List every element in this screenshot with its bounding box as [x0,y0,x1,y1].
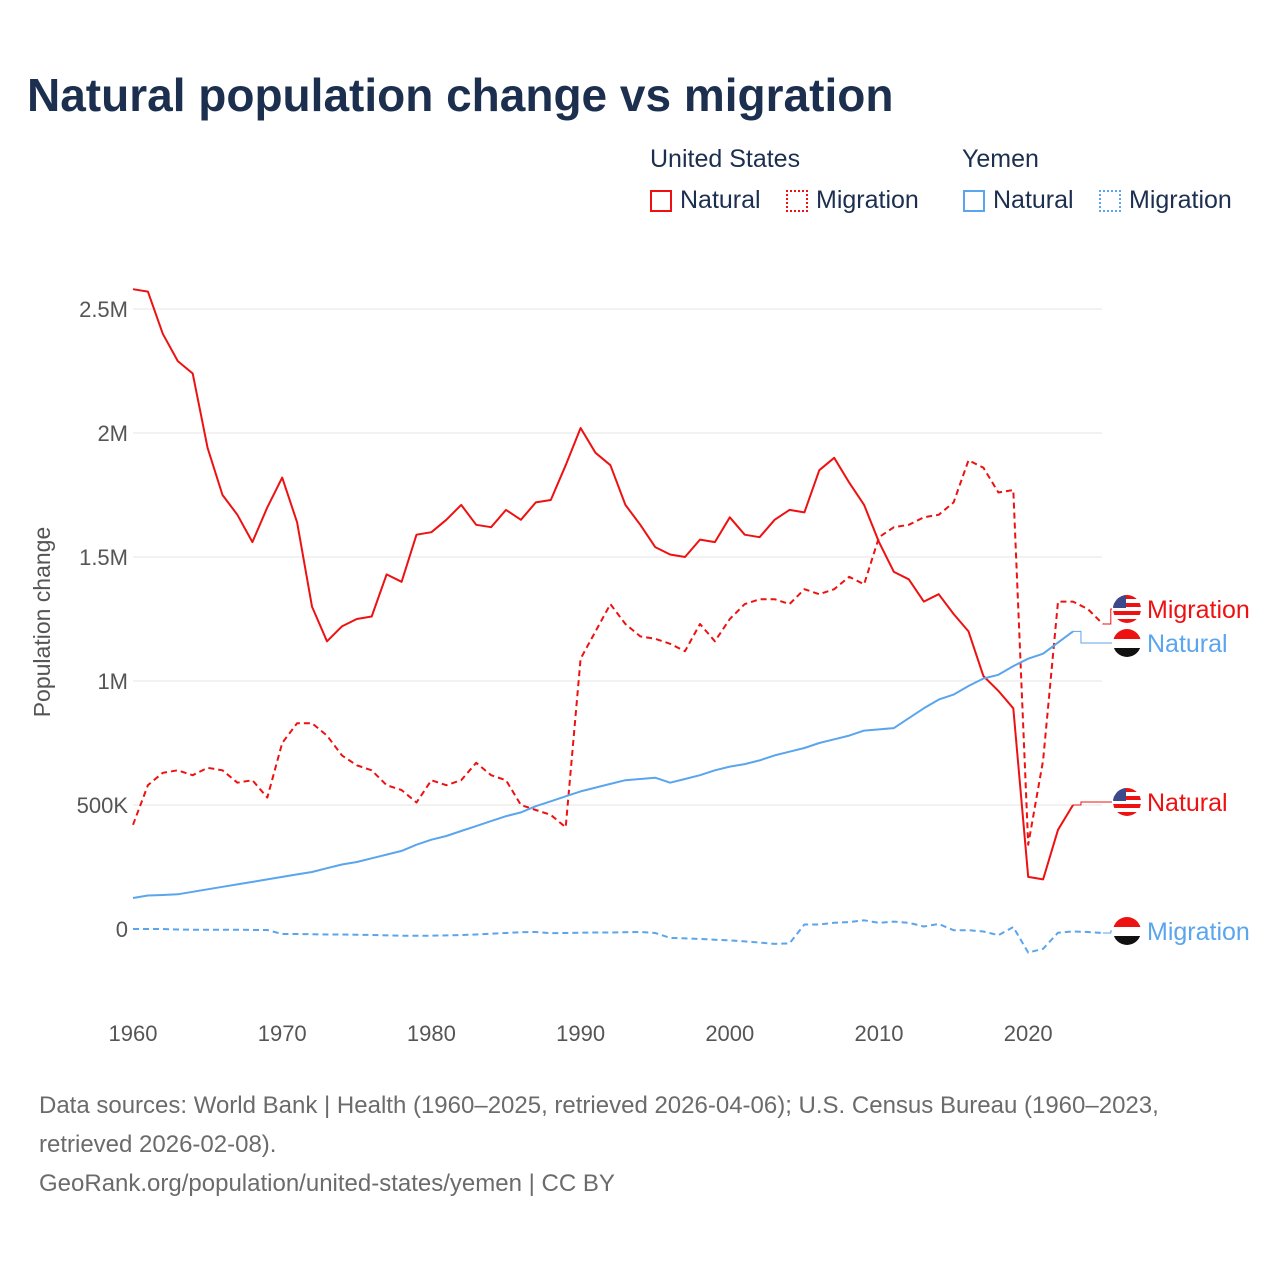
flag-stripe [1113,796,1141,800]
flag-stripe [1113,607,1141,611]
flag-band [1113,927,1141,936]
flag-stripe [1113,792,1141,796]
solid-swatch-icon [650,189,672,212]
flag-stripe [1113,599,1141,603]
flag-stripe [1113,812,1141,816]
series-line-united-states-migration [132,459,1104,846]
x-tick-label: 1980 [407,1021,456,1046]
flag-stripe [1113,800,1141,804]
chart-title: Natural population change vs migration [27,69,894,121]
us-flag-icon [1113,788,1141,816]
end-label: Natural [1147,630,1228,658]
x-tick-label: 1970 [258,1021,307,1046]
legend-group-yemen: Yemen [962,145,1039,173]
legend-yemen-natural[interactable]: Natural [963,186,1074,215]
legend-label: Natural [993,186,1074,214]
y-tick-label: 2M [97,421,128,446]
yemen-flag-icon [1113,917,1141,945]
flag-stripe [1113,619,1141,623]
flag-stripe [1113,611,1141,615]
legend-label: Natural [680,186,761,214]
us-flag-icon [1113,595,1141,623]
flag-stripe [1113,595,1141,599]
x-tick-label: 1960 [109,1021,158,1046]
series-line-yemen-migration [133,919,1103,954]
flag-stripe [1113,788,1141,792]
flag-band [1113,648,1141,657]
data-sources-cont: retrieved 2026-02-08). [39,1131,277,1158]
flag-band [1113,936,1141,945]
yemen-flag-icon [1113,629,1141,657]
y-tick-label: 1.5M [79,545,128,570]
legend-us-migration[interactable]: Migration [786,186,919,215]
label-leader-line [1102,930,1112,934]
x-tick-label: 2000 [705,1021,754,1046]
x-tick-label: 1990 [556,1021,605,1046]
solid-swatch-icon [963,189,985,212]
legend-label: Migration [816,186,919,214]
flag-canton [1113,595,1126,608]
dotted-swatch-icon [1099,189,1121,212]
label-leader-line [1072,630,1112,644]
y-axis-title: Population change [29,527,55,718]
label-leader-line [1102,608,1112,625]
series-line-yemen-natural [132,630,1074,899]
legend-yemen-migration[interactable]: Migration [1099,186,1232,215]
legend-group-united-states: United States [650,145,801,173]
y-tick-label: 0 [116,917,128,942]
y-tick-label: 2.5M [79,297,128,322]
flag-band [1113,917,1141,927]
flag-stripe [1113,804,1141,808]
credit-link[interactable]: GeoRank.org/population/united-states/yem… [39,1170,615,1197]
flag-band [1113,639,1141,648]
end-label: Migration [1147,918,1250,946]
legend-us-natural[interactable]: Natural [650,186,761,215]
label-leader-line [1072,801,1112,806]
flag-stripe [1113,615,1141,619]
legend-label: Migration [1129,186,1232,214]
flag-canton [1113,788,1126,801]
end-label: Migration [1147,596,1250,624]
data-sources: Data sources: World Bank | Health (1960–… [39,1092,1159,1119]
y-tick-label: 1M [97,669,128,694]
y-tick-label: 500K [77,793,129,818]
dotted-swatch-icon [786,189,808,212]
flag-stripe [1113,603,1141,607]
x-tick-label: 2010 [855,1021,904,1046]
flag-band [1113,629,1141,639]
x-tick-label: 2020 [1004,1021,1053,1046]
flag-stripe [1113,808,1141,812]
end-label: Natural [1147,789,1228,817]
series-line-united-states-natural [132,288,1074,881]
